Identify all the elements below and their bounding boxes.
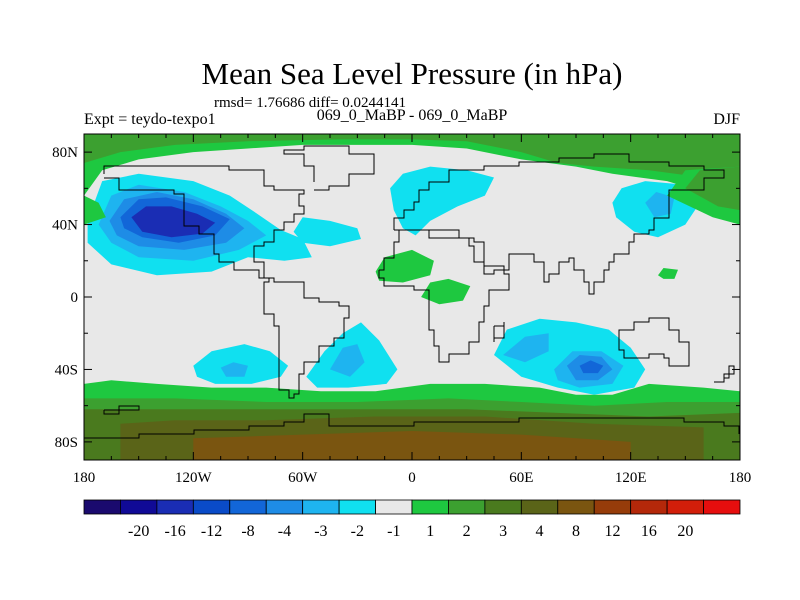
x-tick-label: 60E: [509, 470, 533, 486]
contour-region-8: [645, 192, 675, 218]
x-tick-label: 120W: [175, 470, 213, 486]
colorbar-swatch-11: [484, 499, 522, 515]
colorbar-swatch-5: [265, 499, 304, 515]
colorbar-swatch-7: [338, 499, 376, 515]
contour-region-24: [421, 278, 471, 305]
colorbar-swatch-3: [192, 499, 231, 515]
colorbar-swatch-8: [375, 499, 413, 515]
colorbar-label: 20: [677, 523, 693, 540]
colorbar-swatch-12: [520, 499, 559, 515]
colorbar-swatch-6: [302, 499, 340, 515]
contour-region-5: [293, 217, 361, 247]
stats-line: rmsd= 1.76686 diff= 0.0244141: [214, 95, 406, 111]
y-tick-label: 80N: [52, 145, 78, 161]
colorbar-label: 2: [463, 523, 471, 540]
colorbar-label: -1: [387, 523, 400, 540]
coastline-6: [714, 365, 735, 383]
colorbar-label: -4: [278, 523, 291, 540]
axis-ticks: 180 120W 60W 0 60E 120E 180 80N 40N 0 40S 80S: [52, 134, 751, 486]
colorbar-label: -3: [314, 523, 327, 540]
coastline-0: [103, 165, 350, 399]
contour-regions: [84, 134, 740, 460]
colorbar-label: 8: [572, 523, 580, 540]
season-label: DJF: [713, 111, 740, 128]
contour-region-22: [685, 166, 740, 211]
x-tick-label: 180: [73, 470, 96, 486]
coastlines: [84, 145, 740, 439]
colorbar-label: -16: [164, 523, 185, 540]
x-tick-label: 180: [729, 470, 752, 486]
colorbar-label: -8: [241, 523, 254, 540]
colorbar-swatch-0: [83, 499, 121, 515]
colorbar-label: -12: [201, 523, 222, 540]
y-tick-label: 80S: [55, 435, 78, 451]
colorbar-label: 16: [641, 523, 657, 540]
colorbar-label: 4: [536, 523, 544, 540]
contour-region-9: [193, 344, 289, 384]
contour-region-19: [84, 134, 740, 185]
x-tick-label: 120E: [615, 470, 647, 486]
coastline-2: [393, 153, 725, 295]
coastline-5: [84, 413, 740, 439]
left-label: Expt = teydo-texpo1: [84, 111, 216, 128]
colorbar: -20 -16 -12 -8 -4 -3 -2 -1 1 2 3 4 8 12 16 20: [83, 499, 741, 540]
colorbar-swatch-15: [630, 499, 668, 515]
y-tick-label: 40S: [55, 362, 78, 378]
colorbar-swatch-10: [448, 499, 486, 515]
contour-region-25: [658, 268, 678, 279]
contour-region-17: [579, 360, 604, 374]
colorbar-label: 3: [499, 523, 507, 540]
contour-region-6: [390, 166, 494, 236]
colorbar-label: 12: [604, 523, 620, 540]
y-tick-label: 0: [71, 290, 79, 306]
coastline-3: [378, 229, 510, 363]
y-tick-label: 40N: [52, 218, 78, 234]
x-tick-label: 0: [408, 470, 416, 486]
center-label: 069_0_MaBP - 069_0_MaBP: [317, 107, 508, 124]
coastline-8: [103, 405, 140, 415]
colorbar-label: -20: [128, 523, 149, 540]
contour-region-12: [330, 344, 365, 377]
colorbar-swatch-14: [593, 499, 632, 515]
colorbar-label: -2: [351, 523, 364, 540]
colorbar-swatch-17: [703, 499, 741, 515]
chart-title: Mean Sea Level Pressure (in hPa): [202, 56, 623, 91]
coastline-4: [618, 317, 690, 367]
x-tick-label: 60W: [288, 470, 318, 486]
colorbar-swatch-4: [229, 499, 267, 515]
contour-region-14: [503, 333, 549, 363]
colorbar-label: 1: [426, 523, 434, 540]
coastline-1: [283, 145, 375, 191]
contour-region-10: [220, 362, 248, 377]
contour-region-4: [131, 206, 216, 238]
colorbar-swatch-16: [666, 499, 704, 515]
colorbar-swatch-2: [156, 499, 194, 515]
colorbar-swatch-9: [411, 499, 449, 515]
coastline-7: [493, 322, 505, 342]
contour-region-20: [84, 195, 106, 225]
map-plot-area: [84, 134, 740, 460]
colorbar-swatch-1: [120, 499, 158, 515]
colorbar-swatch-13: [557, 499, 595, 515]
